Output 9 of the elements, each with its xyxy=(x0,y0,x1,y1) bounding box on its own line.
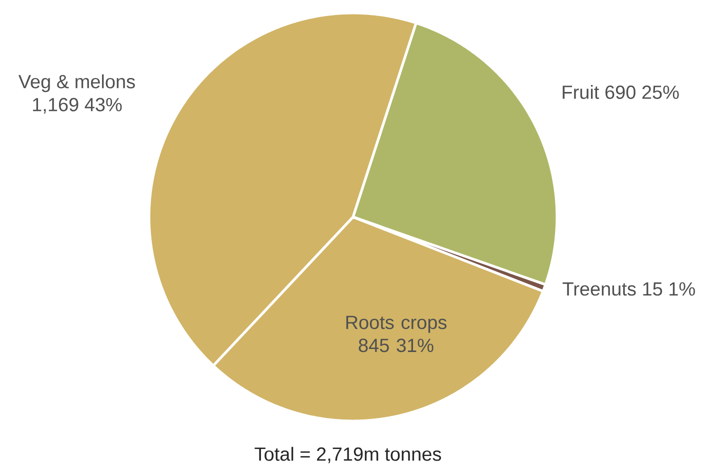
slice-label: Fruit xyxy=(562,85,600,99)
data-label: 15 1% xyxy=(643,282,695,296)
data-label: 845 31% xyxy=(358,338,434,352)
slice-label: Veg & melons xyxy=(18,74,135,92)
text: Total = 2,719m tonnes xyxy=(254,446,442,464)
slice-label: Roots crops xyxy=(346,316,447,333)
data-label: 690 25% xyxy=(605,86,679,99)
data-label: 1,169 43% xyxy=(33,98,122,114)
slice-label: Treenuts xyxy=(562,282,636,296)
